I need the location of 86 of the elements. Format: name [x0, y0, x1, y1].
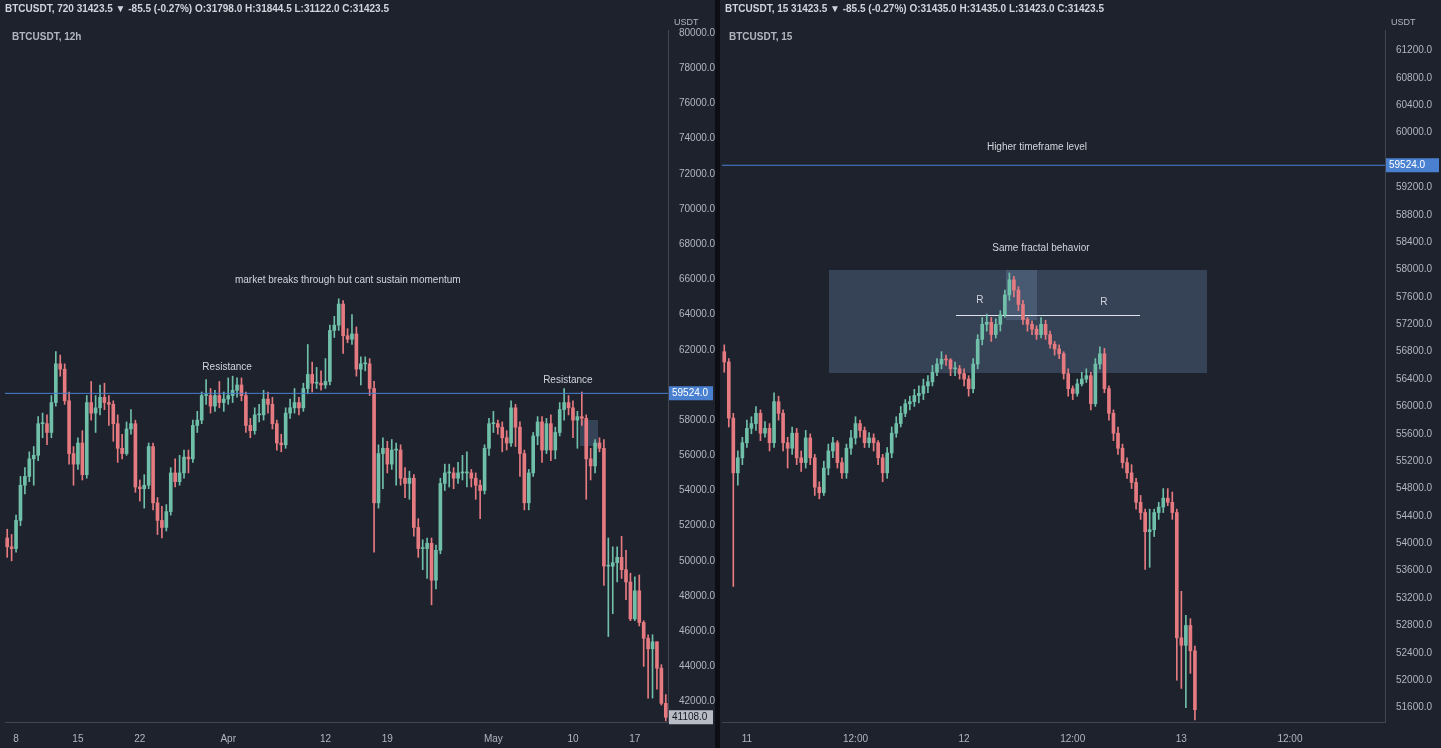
x-tick-label: 12	[958, 732, 971, 744]
y-tick-label: 52800.0	[1396, 619, 1433, 631]
y-tick-label: 57200.0	[1396, 318, 1433, 330]
x-tick-label: 11	[741, 732, 753, 744]
annotation: Higher timeframe level	[986, 140, 1087, 152]
x-tick-label: May	[483, 732, 503, 744]
candlestick	[1184, 614, 1188, 708]
y-tick-label: 55200.0	[1396, 454, 1433, 466]
candlestick	[425, 537, 429, 579]
x-tick-label: 12:00	[842, 732, 869, 744]
x-tick-label: Apr	[220, 732, 237, 744]
x-tick-label: 12:00	[1277, 732, 1303, 744]
y-tick-label: 44000.0	[679, 660, 716, 672]
y-tick-label: 54800.0	[1396, 482, 1433, 494]
candlestick	[953, 361, 957, 376]
annotation: R	[976, 293, 984, 305]
x-tick-label: 22	[134, 732, 146, 744]
y-tick-label: 55600.0	[1396, 427, 1433, 439]
y-axis-title: USDT	[674, 16, 699, 27]
y-tick-label: 54000.0	[679, 484, 716, 496]
y-tick-label: 53200.0	[1396, 591, 1433, 603]
y-tick-label: 54000.0	[1396, 537, 1433, 549]
y-tick-label: 60800.0	[1396, 71, 1433, 83]
y-tick-label: 58000.0	[679, 413, 716, 425]
y-tick-label: 74000.0	[679, 132, 716, 144]
y-tick-label: 46000.0	[679, 624, 716, 636]
y-tick-label: 66000.0	[679, 273, 716, 285]
chart-title: BTCUSDT, 720 31423.5 ▼ -85.5 (-0.27%) O:31798.0 H:31844.5 L:31122.0 C:31423.5	[5, 3, 390, 14]
y-tick-label: 59200.0	[1396, 181, 1433, 193]
y-tick-label: 52400.0	[1396, 646, 1433, 658]
y-tick-label: 58000.0	[1396, 263, 1433, 275]
y-tick-label: 56800.0	[1396, 345, 1433, 357]
y-tick-label: 70000.0	[679, 202, 716, 214]
candlestick	[907, 395, 912, 411]
candlestick	[129, 409, 133, 435]
y-tick-label: 52000.0	[1396, 674, 1433, 685]
candlestick	[610, 546, 615, 614]
y-axis-title: USDT	[1391, 16, 1416, 27]
y-tick-label: 58800.0	[1396, 208, 1433, 220]
x-tick-label: 8	[13, 732, 20, 744]
y-tick-label: 56000.0	[1396, 400, 1433, 412]
y-tick-label: 78000.0	[679, 62, 716, 74]
y-tick-label: 54400.0	[1396, 509, 1433, 521]
y-tick-label: 64000.0	[679, 308, 716, 320]
y-tick-label: 58400.0	[1396, 235, 1433, 247]
chart-subtitle: BTCUSDT, 12h	[12, 30, 82, 42]
candlestick	[917, 385, 921, 404]
y-tick-label: 80000.0	[679, 26, 716, 38]
y-tick-label: 48000.0	[679, 589, 716, 601]
x-tick-label: 13	[1175, 732, 1188, 744]
candlestick	[420, 539, 425, 570]
annotation: 41108.0	[672, 711, 708, 723]
annotation: Resistance	[543, 373, 594, 385]
annotation: Same fractal behavior	[992, 242, 1091, 254]
y-tick-label: 72000.0	[679, 167, 716, 179]
x-tick-label: 12:00	[1060, 732, 1086, 744]
candlestick	[58, 354, 63, 377]
y-tick-label: 60000.0	[1396, 126, 1433, 138]
y-tick-label: 56400.0	[1396, 372, 1433, 384]
y-tick-label: 61200.0	[1396, 44, 1433, 56]
y-tick-label: 62000.0	[679, 343, 716, 355]
y-tick-label: 51600.0	[1396, 701, 1433, 713]
x-tick-label: 17	[629, 732, 641, 744]
x-tick-label: 12	[319, 732, 332, 744]
y-tick-label: 57600.0	[1396, 290, 1433, 302]
ref-line-label: 59524.0	[1389, 159, 1426, 170]
y-tick-label: 56000.0	[679, 449, 716, 461]
y-tick-label: 76000.0	[679, 97, 716, 109]
y-tick-label: 52000.0	[679, 519, 716, 531]
chart-subtitle: BTCUSDT, 15	[729, 30, 793, 42]
candlestick	[358, 356, 363, 386]
y-tick-label: 42000.0	[679, 695, 716, 707]
ref-line-label: 59524.0	[672, 387, 709, 399]
x-tick-label: 10	[567, 732, 579, 744]
y-tick-label: 60400.0	[1396, 99, 1433, 111]
y-tick-label: 53600.0	[1396, 564, 1433, 576]
candlestick	[350, 314, 354, 345]
y-tick-label: 68000.0	[679, 238, 716, 249]
chart-title: BTCUSDT, 15 31423.5 ▼ -85.5 (-0.27%) O:31435.0 H:31435.0 L:31423.0 C:31423.5	[725, 3, 1104, 14]
x-tick-label: 19	[381, 732, 394, 744]
annotation: R	[1100, 295, 1108, 307]
annotation: Resistance	[202, 360, 253, 372]
candlestick	[1084, 368, 1089, 383]
y-tick-label: 50000.0	[679, 554, 716, 566]
annotation: market breaks through but cant sustain momentum	[234, 273, 461, 285]
x-tick-label: 15	[72, 732, 84, 744]
